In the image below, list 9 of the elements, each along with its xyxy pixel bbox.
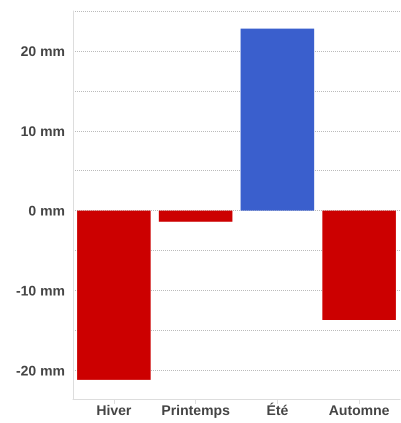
y-tick-label: 10 mm xyxy=(20,122,65,139)
y-tick-label: 0 mm xyxy=(28,202,65,219)
x-tick-label: Été xyxy=(266,402,288,418)
x-tick-label: Automne xyxy=(328,402,390,418)
y-tick-label: -10 mm xyxy=(16,282,65,298)
y-tick-label: 20 mm xyxy=(20,42,65,59)
y-tick-label: -20 mm xyxy=(16,362,65,378)
x-tick-label: Hiver xyxy=(96,402,132,418)
x-tick-label: Printemps xyxy=(161,402,230,418)
